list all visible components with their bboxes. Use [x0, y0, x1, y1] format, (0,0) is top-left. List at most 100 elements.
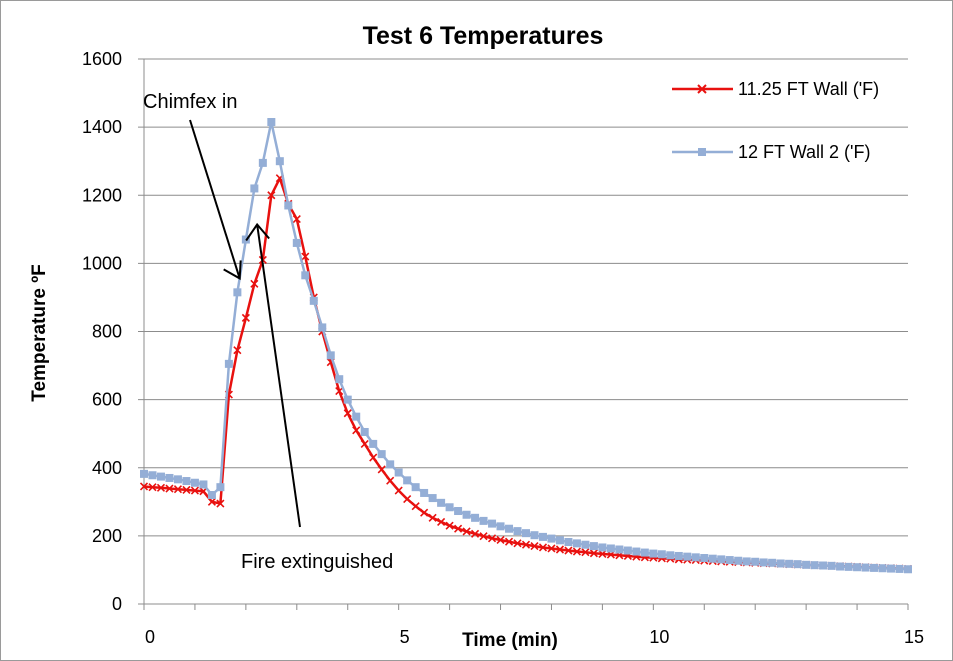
data-point [267, 191, 276, 200]
data-point [386, 476, 395, 485]
data-point [233, 288, 242, 297]
annotations: Chimfex in Fire extinguished [143, 91, 393, 573]
data-point [343, 409, 352, 418]
data-point [190, 486, 199, 495]
data-point [836, 562, 845, 571]
data-point [844, 562, 853, 571]
data-point [386, 460, 395, 469]
data-point [708, 554, 717, 563]
data-point [887, 564, 896, 573]
data-point [148, 471, 157, 480]
data-point [292, 238, 301, 247]
chart-title: Test 6 Temperatures [363, 22, 604, 50]
data-point [445, 503, 454, 512]
data-point [802, 560, 811, 569]
data-point [369, 453, 378, 462]
data-point [301, 271, 310, 280]
data-point [496, 522, 505, 531]
data-point [657, 550, 666, 559]
data-point [496, 535, 505, 545]
y-tick-label: 1200 [82, 185, 122, 205]
data-point [564, 546, 573, 555]
data-point [420, 508, 429, 517]
x-tick-label: 10 [649, 627, 669, 647]
annotation-arrow-chimfex-in [189, 119, 241, 279]
data-point [479, 516, 488, 525]
data-point [819, 561, 828, 570]
series-layer [139, 118, 913, 574]
legend-item-series-2: 12 FT Wall 2 ('F) [672, 142, 870, 162]
y-tick-label: 1400 [82, 117, 122, 137]
data-point [165, 484, 174, 493]
data-point [360, 439, 369, 448]
data-point [530, 531, 539, 540]
data-point [572, 539, 581, 548]
data-point [437, 498, 446, 507]
data-point [751, 557, 760, 566]
data-point [691, 553, 700, 562]
data-point [861, 563, 870, 572]
data-point [904, 565, 912, 574]
data-point [768, 558, 777, 567]
data-point [581, 540, 590, 549]
annotation-arrowhead-fire-extinguished [245, 222, 270, 242]
data-point [513, 539, 522, 548]
data-point [734, 556, 743, 565]
data-point [216, 483, 225, 492]
data-point [139, 482, 149, 491]
data-point [148, 483, 157, 492]
data-point [156, 472, 165, 481]
data-point [190, 478, 199, 487]
legend-marker-series-2 [698, 148, 706, 156]
data-point [513, 527, 522, 536]
data-point [173, 485, 183, 494]
data-point [394, 486, 403, 495]
data-point [606, 544, 615, 553]
data-point [301, 252, 310, 261]
y-tick-label: 1000 [82, 253, 122, 273]
data-point [853, 563, 862, 572]
data-point [717, 555, 726, 564]
data-point [674, 551, 683, 560]
x-tick-label: 0 [145, 627, 155, 647]
data-point [488, 519, 497, 528]
data-point [530, 542, 539, 551]
data-point [555, 536, 564, 545]
data-point [250, 279, 259, 288]
data-point [683, 552, 692, 561]
data-point [335, 387, 344, 396]
data-point [598, 543, 607, 552]
data-point [547, 534, 556, 543]
data-point [666, 551, 675, 560]
series-2 [140, 118, 912, 574]
series-line-2 [143, 120, 909, 571]
data-point [403, 495, 412, 504]
y-tick-label: 1600 [82, 49, 122, 69]
x-axis-title: Time (min) [462, 630, 558, 651]
y-tick-label: 400 [92, 458, 122, 478]
data-point [895, 564, 904, 573]
data-point [292, 215, 301, 224]
data-point [199, 480, 208, 489]
x-tick-label: 5 [400, 627, 410, 647]
data-point [403, 476, 412, 485]
data-point [759, 558, 768, 567]
data-point [776, 559, 785, 568]
y-tick-labels: 0 200 400 600 800 1000 1200 1400 1600 [82, 49, 122, 614]
data-point [267, 118, 276, 127]
data-point [207, 491, 216, 499]
data-point [615, 545, 624, 554]
data-point [224, 359, 233, 368]
data-point [555, 545, 565, 554]
data-point [173, 475, 182, 484]
data-point [428, 494, 437, 503]
gridlines [144, 58, 908, 537]
data-point [454, 507, 463, 516]
data-point [258, 158, 267, 167]
data-point [479, 532, 488, 541]
data-point [394, 468, 403, 477]
legend-label-series-1: 11.25 FT Wall ('F) [738, 79, 879, 99]
data-point [241, 313, 250, 322]
data-point [471, 529, 480, 538]
